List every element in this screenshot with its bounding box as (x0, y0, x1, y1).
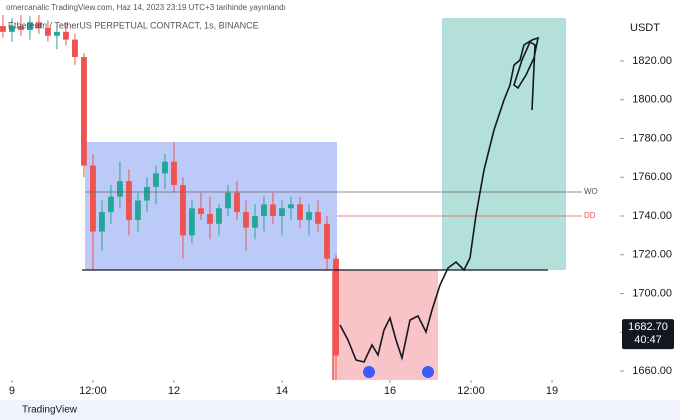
candle-body (216, 208, 222, 224)
candle-body (126, 181, 132, 220)
candle-body (297, 204, 303, 220)
freehand-path (339, 36, 540, 363)
candle-body (81, 57, 87, 166)
candle-body (279, 208, 285, 217)
candle-body (0, 26, 6, 32)
y-tick-label: 1720.00 (632, 249, 672, 261)
candles (0, 15, 339, 380)
last-price-label: 1682.70 (628, 321, 668, 333)
loss-box (333, 270, 438, 380)
candle-body (261, 204, 267, 217)
candle-body (90, 165, 96, 232)
candle-body (333, 258, 339, 356)
candle-body (54, 31, 60, 36)
x-tick-label: 14 (276, 385, 288, 397)
y-tick-label: 1660.00 (632, 365, 672, 377)
publish-note: omercanalic TradingView.com, Haz 14, 202… (6, 3, 286, 12)
event-icon[interactable] (363, 366, 375, 378)
y-tick-label: 1780.00 (632, 132, 672, 144)
drawings (85, 18, 566, 380)
candle-body (288, 204, 294, 209)
y-tick-label: 1800.00 (632, 94, 672, 106)
candle-body (243, 212, 249, 228)
x-tick-label: 9 (9, 385, 15, 397)
last-price-box (622, 319, 674, 350)
candle-body (72, 39, 78, 58)
annotation: WO (584, 187, 598, 196)
candle-body (234, 192, 240, 213)
candle-body (108, 196, 114, 213)
x-tick-label: 12:00 (79, 385, 107, 397)
candle-body (189, 208, 195, 236)
chart-title: Ethereum / TetherUS PERPETUAL CONTRACT, … (8, 20, 259, 30)
candle-body (270, 204, 276, 217)
candle-body (207, 214, 213, 224)
candle-body (99, 212, 105, 232)
x-tick-label: 19 (546, 385, 558, 397)
y-tick-label: 1820.00 (632, 55, 672, 67)
candle-body (315, 212, 321, 224)
candle-body (171, 161, 177, 185)
candle-body (153, 173, 159, 187)
candle-body (144, 186, 150, 201)
candle-body (252, 216, 258, 228)
candle-body (45, 27, 51, 36)
x-tick-label: 12 (168, 385, 180, 397)
y-tick-label: 1700.00 (632, 287, 672, 299)
x-tick-label: 16 (384, 385, 396, 397)
footer-bar (0, 400, 680, 420)
candle-body (324, 223, 330, 259)
candle-body (225, 192, 231, 209)
y-tick-label: 1740.00 (632, 210, 672, 222)
countdown-label: 40:47 (634, 334, 662, 346)
candle-body (117, 181, 123, 197)
y-axis-label: USDT (630, 22, 660, 34)
candle-body (198, 208, 204, 215)
x-tick-label: 12:00 (457, 385, 485, 397)
profit-box (442, 18, 566, 270)
candle-body (162, 161, 168, 174)
axes: 1660.001680.001700.001720.001740.001760.… (9, 55, 674, 397)
candle-body (306, 212, 312, 220)
candle-body (135, 200, 141, 220)
candle-body (27, 22, 33, 30)
candle-body (180, 184, 186, 236)
candle-body (18, 26, 24, 30)
candle-body (9, 26, 15, 32)
lines (82, 36, 582, 380)
footer-brand[interactable]: TradingView (22, 405, 78, 416)
y-tick-label: 1760.00 (632, 171, 672, 183)
annotation: DD (584, 211, 596, 220)
candle-body (63, 31, 69, 40)
candle-body (36, 22, 42, 28)
event-icon[interactable] (422, 366, 434, 378)
